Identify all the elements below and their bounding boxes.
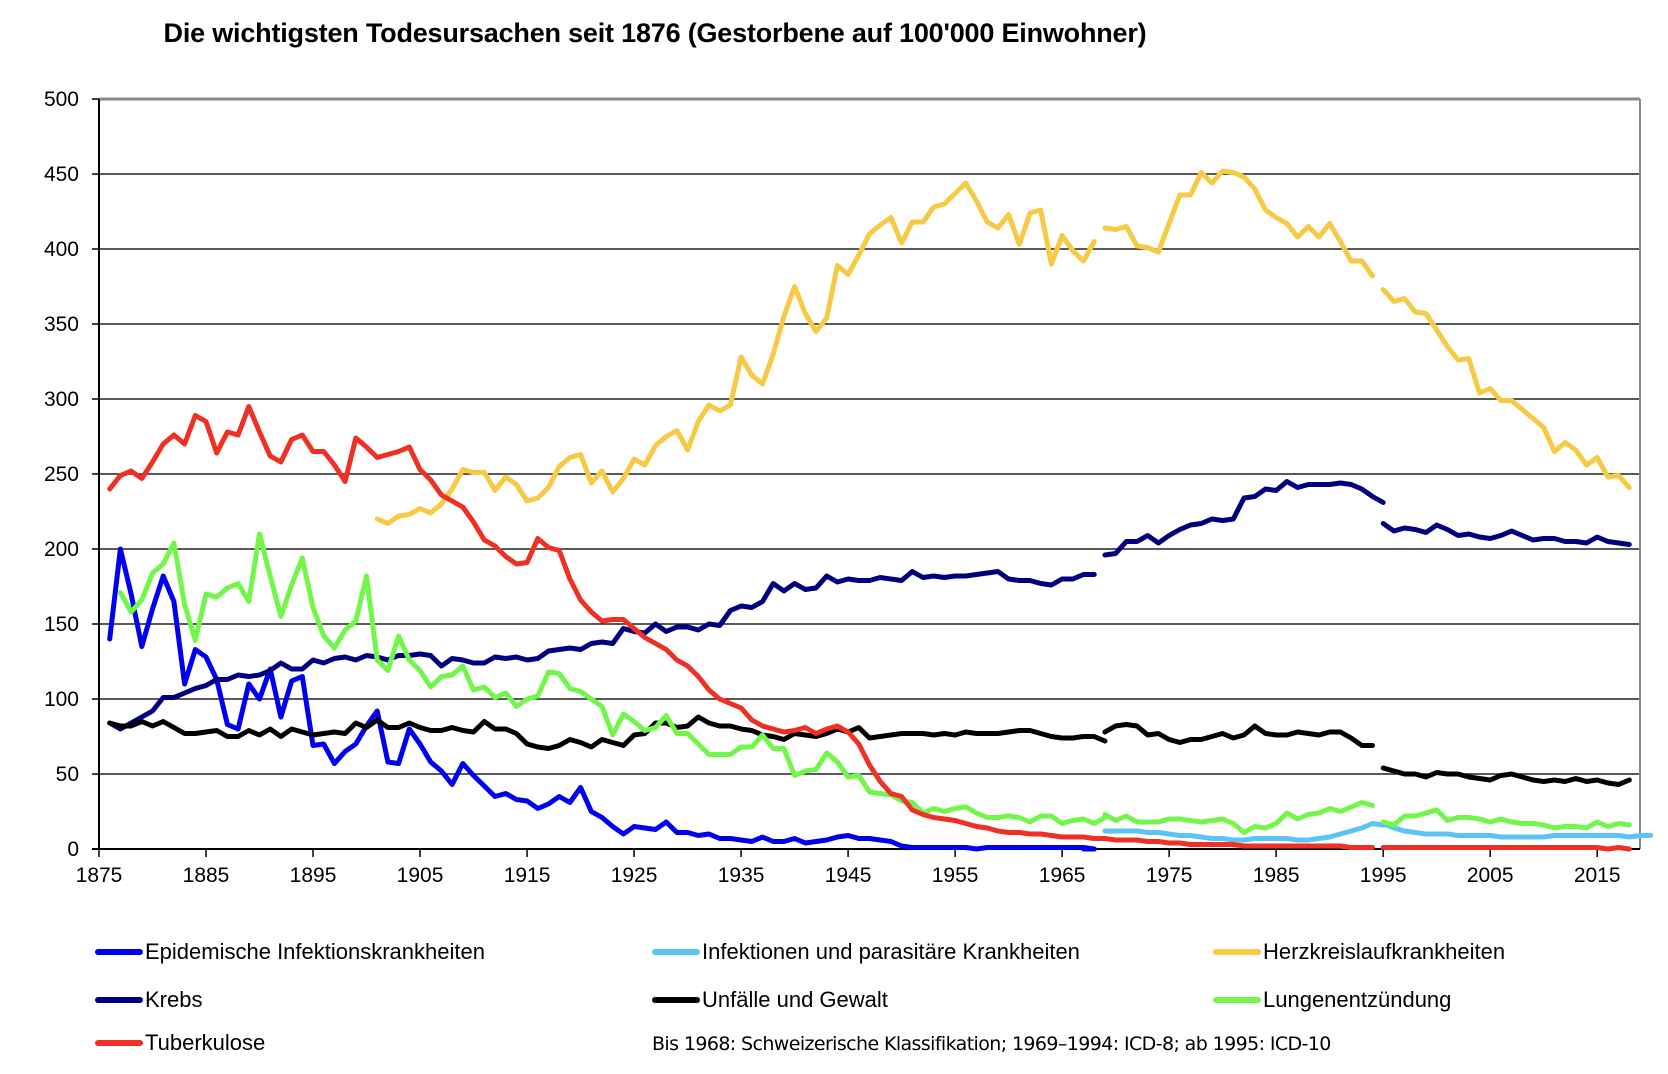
y-tick-label: 50	[56, 763, 79, 786]
series-line-segment	[1380, 765, 1632, 787]
series-line-segment	[107, 404, 1108, 841]
tick-labels: 0 50 100 150 200 250 300 350 400 450 500 1875 1885 18…	[44, 88, 1621, 887]
series-krebs	[107, 479, 1632, 732]
series-line-segment	[1102, 800, 1375, 835]
series-line-segment	[1102, 836, 1375, 850]
series-epidemische-infektionskrankheiten	[107, 546, 1097, 852]
series-line-segment	[117, 531, 1108, 826]
x-tick-label: 1995	[1360, 864, 1407, 887]
x-tick-label: 1905	[397, 864, 444, 887]
y-tick-label: 400	[44, 238, 79, 261]
series-line-segment	[1380, 521, 1632, 547]
series-unf-lle-und-gewalt	[107, 714, 1632, 787]
y-tick-label: 450	[44, 163, 79, 186]
x-tick-label: 1945	[825, 864, 872, 887]
series-line-segment	[107, 546, 1097, 852]
y-tick-label: 0	[67, 838, 79, 861]
x-tick-label: 2015	[1574, 864, 1621, 887]
x-tick-label: 1985	[1253, 864, 1300, 887]
y-tick-label: 350	[44, 313, 79, 336]
series-lines	[107, 168, 1654, 852]
x-tick-label: 1965	[1039, 864, 1086, 887]
series-line-segment	[107, 714, 1108, 751]
y-tick-label: 250	[44, 463, 79, 486]
series-line-segment	[374, 180, 1097, 526]
series-line-segment	[1102, 479, 1386, 558]
series-line-segment	[1102, 821, 1397, 843]
series-line-segment	[1380, 821, 1654, 840]
series-tuberkulose	[107, 404, 1632, 852]
series-infektionen-und-parasit-re-krankheiten	[1102, 821, 1654, 843]
series-line-segment	[1380, 845, 1632, 852]
gridlines	[99, 97, 1640, 775]
series-herzkreislaufkrankheiten	[374, 168, 1632, 526]
y-tick-label: 200	[44, 538, 79, 561]
series-line-segment	[107, 569, 1097, 732]
series-lungenentz-ndung	[117, 531, 1632, 835]
x-tick-label: 1885	[183, 864, 230, 887]
y-tick-label: 150	[44, 613, 79, 636]
y-tick-label: 300	[44, 388, 79, 411]
classification-footnote: Bis 1968: Schweizerische Klassifikation;…	[652, 1033, 1331, 1055]
x-tick-label: 1935	[718, 864, 765, 887]
y-tick-label: 100	[44, 688, 79, 711]
x-tick-label: 2005	[1467, 864, 1514, 887]
chart-title: Die wichtigsten Todesursachen seit 1876 …	[163, 18, 1147, 48]
x-tick-label: 1895	[290, 864, 337, 887]
x-tick-label: 1875	[76, 864, 123, 887]
x-tick-label: 1915	[504, 864, 551, 887]
x-tick-label: 1955	[932, 864, 979, 887]
x-tick-label: 1925	[611, 864, 658, 887]
series-line-segment	[1102, 722, 1375, 748]
series-line-segment	[1380, 287, 1632, 490]
series-line-segment	[1102, 168, 1375, 279]
x-tick-label: 1975	[1146, 864, 1193, 887]
series-line-segment	[1380, 807, 1632, 831]
y-tick-label: 500	[44, 88, 79, 111]
